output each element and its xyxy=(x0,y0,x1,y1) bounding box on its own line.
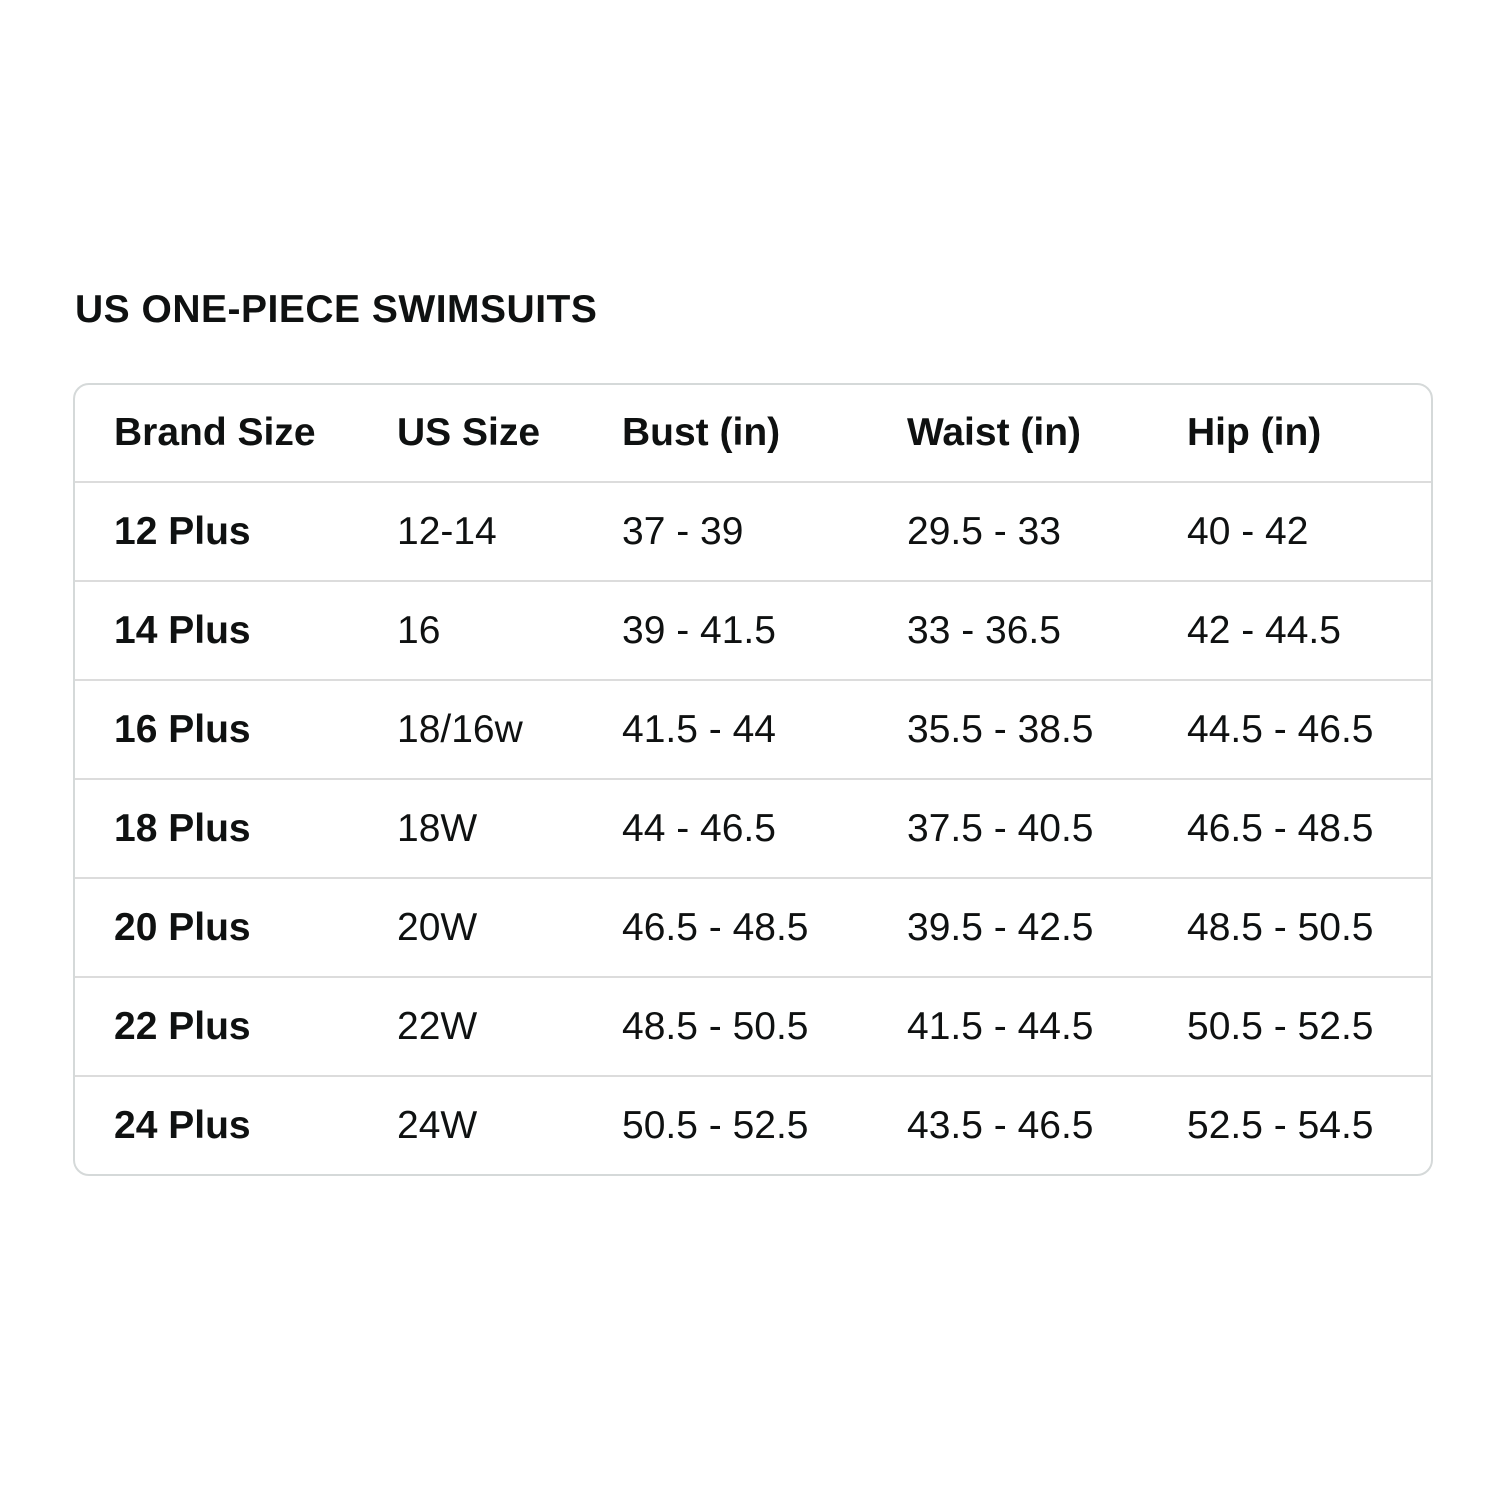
table-row: 22 Plus 22W 48.5 - 50.5 41.5 - 44.5 50.5… xyxy=(75,978,1431,1077)
cell-waist: 37.5 - 40.5 xyxy=(868,780,1148,879)
header-bust: Bust (in) xyxy=(583,385,868,483)
cell-waist: 39.5 - 42.5 xyxy=(868,879,1148,978)
cell-hip: 44.5 - 46.5 xyxy=(1148,681,1431,780)
cell-hip: 52.5 - 54.5 xyxy=(1187,1103,1374,1147)
cell-hip: 48.5 - 50.5 xyxy=(1148,879,1431,978)
cell-hip: 46.5 - 48.5 xyxy=(1148,780,1431,879)
table-row: 24 Plus 24W 50.5 - 52.5 43.5 - 46.5 52.5… xyxy=(75,1077,1431,1174)
header-hip: Hip (in) xyxy=(1148,385,1431,483)
size-table: Brand Size US Size Bust (in) Waist (in) … xyxy=(73,383,1433,1176)
section-title: US ONE-PIECE SWIMSUITS xyxy=(75,288,598,331)
table-row: 20 Plus 20W 46.5 - 48.5 39.5 - 42.5 48.5… xyxy=(75,879,1431,978)
cell-bust: 50.5 - 52.5 xyxy=(622,1103,809,1147)
cell-brand-size: 12 Plus xyxy=(75,483,358,582)
cell-bust: 48.5 - 50.5 xyxy=(583,978,868,1077)
cell-bust: 44 - 46.5 xyxy=(583,780,868,879)
cell-waist: 29.5 - 33 xyxy=(868,483,1148,582)
header-us-size: US Size xyxy=(358,385,583,483)
cell-bust: 39 - 41.5 xyxy=(583,582,868,681)
cell-bust: 41.5 - 44 xyxy=(583,681,868,780)
cell-us-size: 20W xyxy=(358,879,583,978)
table-row: 18 Plus 18W 44 - 46.5 37.5 - 40.5 46.5 -… xyxy=(75,780,1431,879)
cell-waist: 41.5 - 44.5 xyxy=(868,978,1148,1077)
table-header-row: Brand Size US Size Bust (in) Waist (in) … xyxy=(75,385,1431,483)
cell-brand-size: 22 Plus xyxy=(75,978,358,1077)
cell-brand-size: 14 Plus xyxy=(75,582,358,681)
cell-brand-size: 24 Plus xyxy=(114,1103,251,1147)
cell-brand-size: 18 Plus xyxy=(75,780,358,879)
cell-us-size: 18W xyxy=(358,780,583,879)
table-row: 12 Plus 12-14 37 - 39 29.5 - 33 40 - 42 xyxy=(75,483,1431,582)
header-waist: Waist (in) xyxy=(868,385,1148,483)
cell-us-size: 16 xyxy=(358,582,583,681)
cell-brand-size: 16 Plus xyxy=(75,681,358,780)
cell-us-size: 12-14 xyxy=(358,483,583,582)
cell-brand-size: 20 Plus xyxy=(75,879,358,978)
cell-us-size: 24W xyxy=(397,1103,478,1147)
cell-hip: 50.5 - 52.5 xyxy=(1148,978,1431,1077)
cell-waist: 43.5 - 46.5 xyxy=(907,1103,1094,1147)
cell-bust: 37 - 39 xyxy=(583,483,868,582)
header-brand-size: Brand Size xyxy=(75,385,358,483)
cell-waist: 35.5 - 38.5 xyxy=(868,681,1148,780)
table-row: 16 Plus 18/16w 41.5 - 44 35.5 - 38.5 44.… xyxy=(75,681,1431,780)
cell-hip: 42 - 44.5 xyxy=(1148,582,1431,681)
cell-bust: 46.5 - 48.5 xyxy=(583,879,868,978)
cell-waist: 33 - 36.5 xyxy=(868,582,1148,681)
cell-us-size: 18/16w xyxy=(358,681,583,780)
table-row: 14 Plus 16 39 - 41.5 33 - 36.5 42 - 44.5 xyxy=(75,582,1431,681)
cell-hip: 40 - 42 xyxy=(1148,483,1431,582)
cell-us-size: 22W xyxy=(358,978,583,1077)
